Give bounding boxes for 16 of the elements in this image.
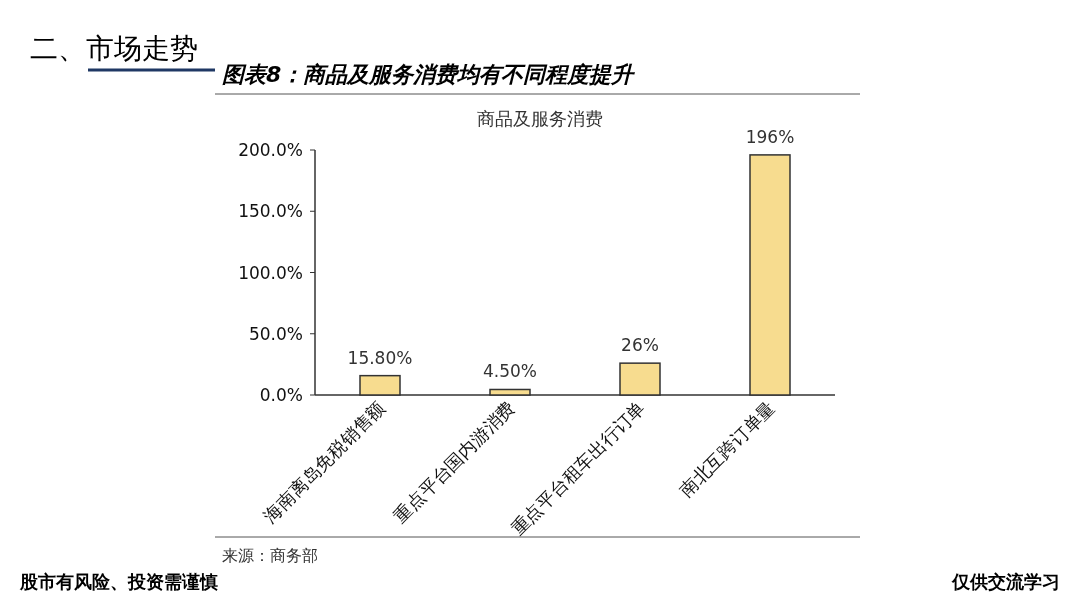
- x-tick-label: 南北互跨订单量: [674, 396, 779, 501]
- y-tick-label: 150.0%: [238, 201, 303, 222]
- text: 二、市场走势: [30, 32, 198, 65]
- data-label: 26%: [621, 335, 659, 356]
- y-tick-label: 0.0%: [259, 385, 303, 405]
- y-tick-label: 200.0%: [238, 140, 303, 160]
- chart-subtitle: 商品及服务消费: [477, 108, 603, 129]
- text: 股市有风险、投资需谨慎: [19, 571, 218, 592]
- y-tick-label: 50.0%: [248, 323, 303, 344]
- chart-title: 图表8：商品及服务消费均有不同程度提升: [222, 62, 637, 87]
- data-label: 196%: [745, 126, 795, 147]
- data-label: 4.50%: [482, 361, 538, 382]
- source-note: 来源：商务部: [222, 546, 318, 565]
- data-label: 15.80%: [347, 347, 413, 368]
- y-tick-label: 100.0%: [238, 262, 303, 283]
- text: 仅供交流学习: [951, 571, 1060, 592]
